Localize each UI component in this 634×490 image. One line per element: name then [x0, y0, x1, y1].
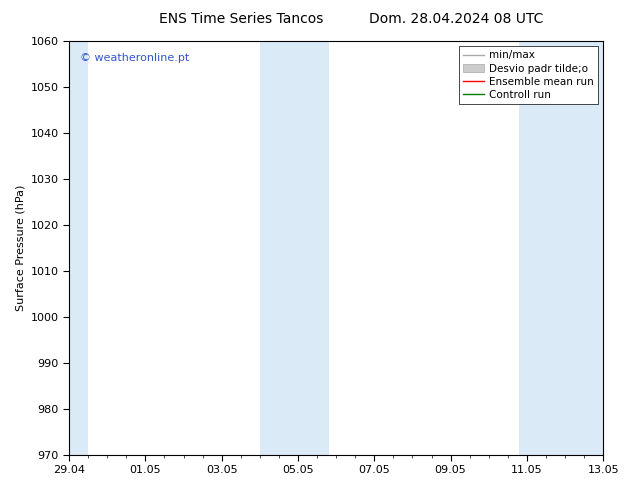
- Bar: [65, 41, 88, 455]
- Text: Dom. 28.04.2024 08 UTC: Dom. 28.04.2024 08 UTC: [369, 12, 544, 26]
- Bar: [519, 41, 607, 455]
- Text: ENS Time Series Tancos: ENS Time Series Tancos: [158, 12, 323, 26]
- Bar: [260, 41, 328, 455]
- Y-axis label: Surface Pressure (hPa): Surface Pressure (hPa): [15, 185, 25, 311]
- Legend: min/max, Desvio padr tilde;o, Ensemble mean run, Controll run: min/max, Desvio padr tilde;o, Ensemble m…: [459, 46, 598, 104]
- Text: © weatheronline.pt: © weatheronline.pt: [80, 53, 189, 64]
